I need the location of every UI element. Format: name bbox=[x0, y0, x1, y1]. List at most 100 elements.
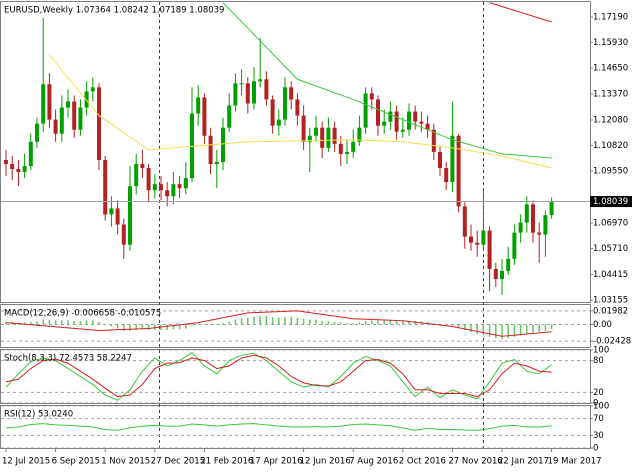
macd-bar bbox=[116, 324, 119, 329]
candle-body bbox=[72, 101, 77, 130]
macd-bar bbox=[172, 324, 175, 330]
macd-bar bbox=[340, 322, 342, 325]
candle-body bbox=[382, 121, 387, 126]
x-tick-label: 2 Oct 2016 bbox=[399, 457, 446, 467]
macd-bar bbox=[216, 324, 218, 325]
y-tick-label: 20 bbox=[593, 388, 604, 398]
signal-line bbox=[5, 310, 552, 337]
x-tick-label: 27 Dec 2015 bbox=[151, 457, 205, 467]
candle-body bbox=[413, 111, 418, 122]
macd-bar bbox=[482, 324, 485, 335]
macd-bar bbox=[377, 320, 379, 325]
candle-body bbox=[208, 135, 213, 165]
candle-body bbox=[320, 127, 325, 148]
macd-bar bbox=[271, 316, 274, 325]
macd-bar bbox=[23, 322, 26, 325]
x-tick-label: 1 Nov 2015 bbox=[101, 457, 150, 467]
candle-body bbox=[202, 97, 207, 136]
macd-bar bbox=[42, 319, 44, 325]
panel-title: RSI(12) 53.0240 bbox=[4, 410, 73, 420]
macd-bar bbox=[178, 324, 181, 330]
y-tick-label: 1.14650 bbox=[593, 64, 628, 74]
macd-bar bbox=[79, 321, 82, 325]
y-tick-label: 0.01982 bbox=[593, 306, 628, 316]
candle-body bbox=[221, 127, 225, 162]
macd-bar bbox=[302, 319, 305, 325]
moving-average bbox=[222, 2, 552, 159]
candle-body bbox=[146, 168, 151, 191]
candle-body bbox=[518, 222, 523, 233]
candle-body bbox=[456, 135, 461, 207]
macd-bar bbox=[550, 324, 553, 330]
candle-body bbox=[481, 230, 486, 245]
candle-body bbox=[388, 111, 393, 122]
macd-bar bbox=[253, 316, 255, 325]
candle-body bbox=[425, 123, 430, 130]
candle-body bbox=[190, 113, 194, 179]
candle-body bbox=[159, 184, 163, 191]
macd-bar bbox=[383, 320, 385, 325]
macd-bar bbox=[364, 321, 367, 325]
macd-bar bbox=[296, 317, 299, 325]
candle-body bbox=[239, 83, 244, 85]
moving-average bbox=[49, 54, 552, 169]
main-frame bbox=[0, 1, 591, 303]
macd-bar bbox=[54, 320, 57, 325]
candle-body bbox=[53, 119, 58, 134]
y-tick-label: 0 bbox=[593, 399, 598, 409]
x-tick-label: 6 Sep 2015 bbox=[52, 457, 100, 467]
candle-body bbox=[407, 111, 411, 130]
macd-bar bbox=[110, 324, 113, 327]
candle-body bbox=[295, 99, 300, 116]
macd-bar bbox=[538, 324, 540, 333]
plot-area bbox=[1, 2, 590, 296]
candle-body bbox=[16, 169, 21, 173]
macd-bar bbox=[222, 323, 224, 325]
macd-bar bbox=[495, 324, 497, 339]
plot-area bbox=[1, 350, 590, 403]
macd-bar bbox=[488, 324, 491, 337]
y-tick-label: 1.17190 bbox=[593, 12, 628, 22]
candle-body bbox=[475, 242, 480, 245]
candle-body bbox=[419, 121, 424, 124]
y-tick-label: 1.15930 bbox=[593, 38, 628, 48]
macd-bar bbox=[67, 320, 69, 325]
y-tick-label: 30 bbox=[593, 431, 604, 441]
macd-bar bbox=[92, 320, 94, 325]
macd-bar bbox=[457, 324, 460, 328]
candle-body bbox=[351, 141, 356, 152]
candle-body bbox=[214, 161, 219, 165]
candle-body bbox=[345, 151, 349, 154]
price-tag-label: 1.08039 bbox=[593, 197, 628, 207]
macd-bar bbox=[346, 323, 348, 325]
price-tag bbox=[590, 196, 632, 208]
candle-body bbox=[245, 83, 250, 104]
macd-bar bbox=[408, 321, 410, 325]
y-tick-label: 0.00 bbox=[593, 320, 612, 330]
macd-bar bbox=[464, 324, 466, 330]
moving-average bbox=[489, 2, 552, 23]
macd-bar bbox=[526, 324, 528, 334]
candle-body bbox=[59, 107, 64, 134]
macd-bar bbox=[395, 321, 398, 325]
candle-body bbox=[332, 127, 337, 144]
candle-body bbox=[450, 135, 455, 183]
y-tick-label: 1.13370 bbox=[593, 89, 628, 99]
macd-bar bbox=[141, 324, 144, 330]
macd-bar bbox=[532, 324, 534, 333]
macd-bar bbox=[123, 324, 125, 331]
candle-body bbox=[270, 99, 275, 126]
panel-title: Stoch(8,3,3) 72.4573 58.2247 bbox=[4, 354, 132, 364]
y-tick-label: 1.09550 bbox=[593, 167, 628, 177]
y-tick-label: -0.02428 bbox=[593, 337, 631, 347]
macd-bar bbox=[166, 324, 168, 330]
candle-body bbox=[307, 135, 312, 142]
y-tick-label: 0 bbox=[593, 444, 598, 454]
candle-body bbox=[363, 93, 368, 128]
macd-bar bbox=[333, 321, 336, 325]
candle-body bbox=[28, 141, 33, 167]
macd-bar bbox=[278, 317, 280, 325]
x-tick-label: 21 Feb 2016 bbox=[200, 457, 253, 467]
candle-body bbox=[543, 215, 548, 235]
macd-bar bbox=[259, 316, 261, 325]
